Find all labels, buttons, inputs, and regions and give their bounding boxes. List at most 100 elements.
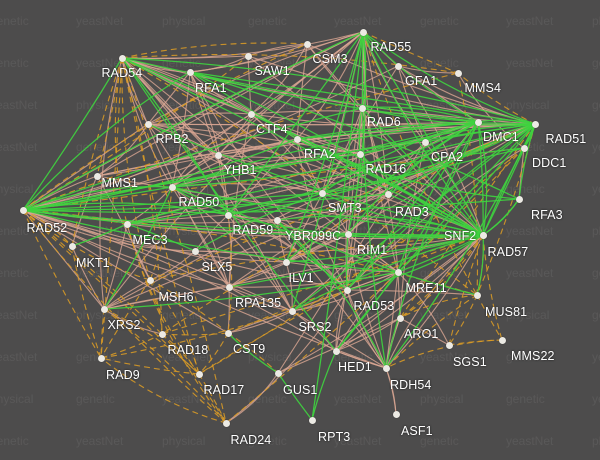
network-edge-coexp	[171, 154, 219, 188]
network-edge-genetic	[22, 209, 163, 335]
network-edge-coexp	[227, 271, 399, 334]
network-edge-physical	[276, 215, 484, 236]
network-node-label-yhb1: YHB1	[223, 163, 257, 177]
network-edge-physical	[362, 31, 484, 236]
network-node-label-rad18: RAD18	[167, 343, 209, 357]
network-edge-physical	[321, 121, 479, 194]
network-node-hed1[interactable]	[332, 347, 340, 355]
network-node-rpb2[interactable]	[144, 120, 152, 128]
network-node-rad3[interactable]	[384, 190, 392, 198]
network-node-aro1[interactable]	[396, 314, 404, 322]
network-edge-coexp	[291, 121, 479, 312]
network-node-rad54[interactable]	[118, 54, 126, 62]
network-node-csm3[interactable]	[303, 40, 311, 48]
network-node-ybr099c[interactable]	[273, 216, 281, 224]
network-edge-physical	[361, 107, 536, 126]
network-node-rfa3[interactable]	[515, 195, 523, 203]
network-node-mre11[interactable]	[394, 268, 402, 276]
network-node-dmc1[interactable]	[474, 118, 482, 126]
network-edge-physical	[194, 192, 323, 252]
network-node-rad53[interactable]	[343, 286, 351, 294]
network-node-ilv1[interactable]	[282, 258, 290, 266]
network-edge-physical	[347, 233, 484, 236]
network-edge-genetic	[100, 279, 151, 359]
network-node-label-rad3: RAD3	[395, 205, 429, 219]
network-edge-genetic	[149, 186, 173, 281]
network-node-rpa135[interactable]	[225, 283, 233, 291]
network-node-mec3[interactable]	[123, 220, 131, 228]
network-node-mms4[interactable]	[454, 69, 462, 77]
network-node-mkt1[interactable]	[68, 242, 76, 250]
network-node-ddc1[interactable]	[520, 144, 528, 152]
network-edge-genetic	[121, 57, 151, 281]
network-node-asf1[interactable]	[392, 410, 400, 418]
network-node-mms1[interactable]	[93, 172, 101, 180]
network-edge-physical	[22, 57, 123, 211]
network-node-rim1[interactable]	[344, 230, 352, 238]
network-node-label-rad57: RAD57	[487, 245, 529, 259]
network-node-label-mec3: MEC3	[132, 233, 168, 247]
network-node-rad59[interactable]	[224, 211, 232, 219]
network-node-rad57[interactable]	[479, 231, 487, 239]
network-node-gfa1[interactable]	[394, 62, 402, 70]
network-node-rad24[interactable]	[222, 419, 230, 427]
network-edge-physical	[22, 153, 361, 211]
network-edge-physical	[22, 138, 298, 211]
network-edge-coexp	[397, 65, 484, 236]
network-edge-genetic	[100, 57, 123, 359]
network-node-label-rad17: RAD17	[203, 383, 245, 397]
network-node-rad52[interactable]	[19, 206, 27, 214]
network-node-rad6[interactable]	[358, 104, 366, 112]
network-node-sgs1[interactable]	[445, 341, 453, 349]
network-node-label-rim1: RIM1	[357, 243, 388, 257]
network-node-smt3[interactable]	[318, 189, 326, 197]
network-edge-coexp	[147, 112, 252, 125]
network-edge-genetic	[149, 234, 484, 281]
network-edge-coexp	[217, 154, 323, 194]
network-node-rad16[interactable]	[356, 150, 364, 158]
network-node-rad55[interactable]	[359, 28, 367, 36]
network-node-msh6[interactable]	[146, 276, 154, 284]
network-node-rad9[interactable]	[97, 354, 105, 362]
network-edge-coexp	[121, 57, 230, 288]
network-node-mms22[interactable]	[498, 336, 506, 344]
network-edge-coexp	[217, 31, 364, 156]
network-edge-physical	[296, 122, 536, 140]
network-edge-coexp	[225, 372, 279, 424]
network-edge-coexp	[189, 43, 308, 73]
network-edge-physical	[126, 147, 525, 225]
network-node-saw1[interactable]	[244, 52, 252, 60]
network-edge-physical	[358, 107, 363, 155]
network-edge-physical	[296, 138, 520, 200]
network-edge-genetic	[161, 234, 484, 335]
network-node-ctf4[interactable]	[247, 110, 255, 118]
network-node-label-rad24: RAD24	[230, 433, 272, 447]
network-node-slx5[interactable]	[191, 247, 199, 255]
network-node-srs2[interactable]	[288, 307, 296, 315]
network-node-rfa1[interactable]	[186, 68, 194, 76]
network-node-label-mkt1: MKT1	[76, 256, 110, 270]
network-node-gus1[interactable]	[274, 369, 282, 377]
network-edge-coexp	[335, 289, 348, 352]
network-edge-coexp	[399, 317, 450, 346]
network-edge-physical	[361, 31, 387, 369]
network-node-xrs2[interactable]	[100, 305, 108, 313]
network-node-rfa2[interactable]	[293, 135, 301, 143]
network-node-mus81[interactable]	[473, 291, 481, 299]
network-node-label-cst9: CST9	[233, 342, 266, 356]
network-node-yhb1[interactable]	[214, 151, 222, 159]
network-node-rad18[interactable]	[158, 330, 166, 338]
network-edge-coexp	[335, 271, 399, 352]
network-node-rad50[interactable]	[168, 183, 176, 191]
network-node-cst9[interactable]	[224, 329, 232, 337]
network-edge-coexp	[276, 219, 349, 235]
network-node-cpa2[interactable]	[421, 138, 429, 146]
network-node-rad51[interactable]	[531, 120, 539, 128]
network-node-rad17[interactable]	[195, 370, 203, 378]
network-edge-physical	[285, 121, 479, 263]
network-node-rdh54[interactable]	[382, 364, 390, 372]
network-edge-physical	[397, 234, 484, 273]
network-node-rpt3[interactable]	[308, 416, 316, 424]
network-edge-genetic	[103, 308, 227, 424]
